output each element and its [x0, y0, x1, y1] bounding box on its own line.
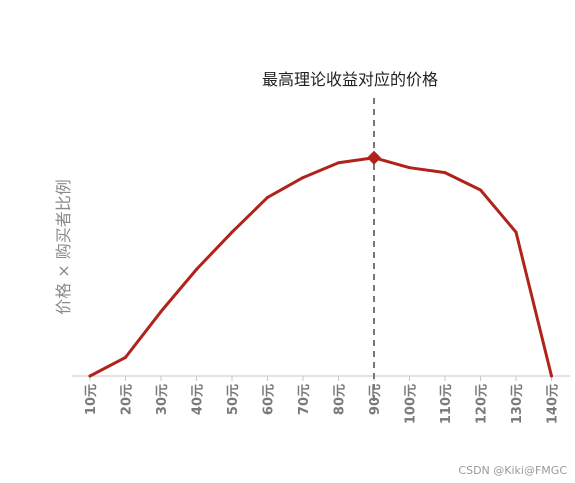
data-point [443, 171, 447, 175]
data-point [301, 176, 305, 180]
data-point [266, 195, 269, 199]
data-point [159, 310, 163, 314]
data-point [124, 355, 127, 359]
data-point [550, 374, 553, 378]
annotation-label: 最高理论收益对应的价格 [262, 70, 439, 89]
data-point [195, 267, 198, 271]
x-tick-label: 140元 [546, 384, 561, 424]
x-tick-label: 60元 [262, 384, 277, 415]
x-tick-label: 30元 [155, 384, 170, 415]
x-tick-label: 110元 [439, 384, 454, 424]
x-tick-label: 70元 [297, 384, 312, 415]
x-tick-label: 100元 [404, 384, 419, 424]
y-axis-label: 价格 × 购买者比例 [54, 179, 73, 315]
x-tick-label: 90元 [368, 384, 383, 415]
series-layer [88, 150, 553, 378]
tick-layer: 10元 20元 30元 40元 50元 60元 70元 80元 90元 100元 110元 120元 1… [84, 384, 561, 424]
x-tick-label: 50元 [226, 384, 241, 415]
axis-layer [72, 375, 570, 381]
data-point [88, 374, 92, 378]
watermark: CSDN @Kiki@FMGC [458, 464, 567, 477]
max-point-marker [367, 150, 381, 165]
x-tick-label: 10元 [84, 384, 99, 415]
x-tick-label: 80元 [333, 384, 348, 415]
x-tick-label: 20元 [120, 384, 135, 415]
x-tick-label: 130元 [510, 384, 525, 424]
data-point [479, 188, 482, 192]
data-point [408, 166, 411, 170]
x-tick-label: 40元 [191, 384, 206, 415]
data-point [337, 161, 340, 165]
data-point [230, 230, 234, 234]
data-point [514, 230, 518, 234]
series-line [88, 156, 553, 378]
x-tick-label: 120元 [475, 384, 490, 424]
